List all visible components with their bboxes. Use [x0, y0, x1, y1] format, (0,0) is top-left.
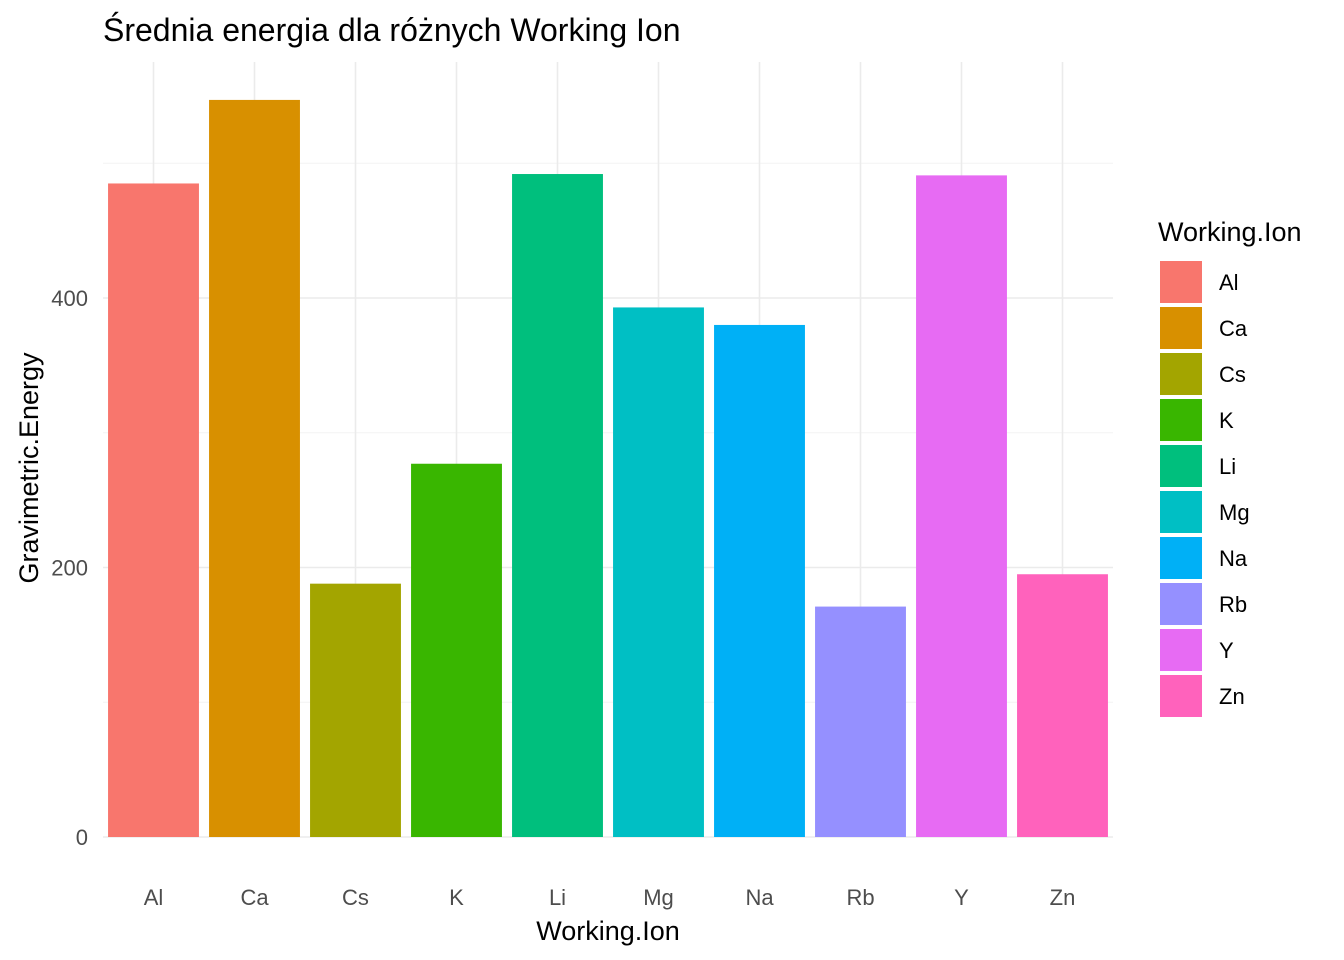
x-tick-label: Y [954, 885, 969, 910]
x-tick-label: Cs [342, 885, 369, 910]
legend-key-zn [1160, 675, 1202, 717]
bar-li [512, 174, 603, 837]
legend-key-na [1160, 537, 1202, 579]
y-tick-label: 400 [51, 286, 88, 311]
x-axis-title: Working.Ion [536, 916, 680, 946]
legend-key-k [1160, 399, 1202, 441]
bar-rb [815, 606, 906, 837]
legend-label-na: Na [1219, 546, 1248, 571]
chart-title: Średnia energia dla różnych Working Ion [103, 12, 681, 48]
x-axis-ticks: Al Ca Cs K Li Mg Na Rb Y Zn [144, 885, 1076, 910]
legend-title: Working.Ion [1158, 217, 1302, 247]
bar-y [916, 175, 1007, 837]
x-tick-label: K [449, 885, 464, 910]
legend-label-zn: Zn [1219, 684, 1245, 709]
legend: Working.Ion Al Ca Cs K Li Mg Na Rb Y Zn [1158, 217, 1302, 717]
legend-label-rb: Rb [1219, 592, 1247, 617]
legend-key-mg [1160, 491, 1202, 533]
legend-key-li [1160, 445, 1202, 487]
y-tick-label: 0 [76, 825, 88, 850]
bar-ca [209, 99, 300, 838]
legend-key-ca [1160, 307, 1202, 349]
bar-zn [1017, 574, 1108, 837]
legend-label-mg: Mg [1219, 500, 1250, 525]
legend-label-y: Y [1219, 638, 1234, 663]
legend-items: Al Ca Cs K Li Mg Na Rb Y Zn [1160, 261, 1250, 717]
legend-key-rb [1160, 583, 1202, 625]
y-axis-ticks: 0 200 400 [51, 286, 88, 850]
x-tick-label: Zn [1050, 885, 1076, 910]
bar-al [108, 183, 199, 837]
legend-label-cs: Cs [1219, 362, 1246, 387]
legend-key-al [1160, 261, 1202, 303]
x-tick-label: Al [144, 885, 164, 910]
bar-mg [613, 307, 704, 837]
x-tick-label: Li [549, 885, 566, 910]
bar-k [411, 463, 502, 837]
legend-label-al: Al [1219, 270, 1239, 295]
x-tick-label: Rb [846, 885, 874, 910]
x-tick-label: Ca [240, 885, 269, 910]
bar-na [714, 324, 805, 837]
y-tick-label: 200 [51, 556, 88, 581]
legend-key-cs [1160, 353, 1202, 395]
bars [108, 99, 1108, 838]
x-tick-label: Mg [643, 885, 674, 910]
x-tick-label: Na [745, 885, 774, 910]
legend-label-k: K [1219, 408, 1234, 433]
legend-label-ca: Ca [1219, 316, 1248, 341]
bar-cs [310, 583, 401, 837]
y-axis-title: Gravimetric.Energy [14, 352, 44, 584]
legend-key-y [1160, 629, 1202, 671]
legend-label-li: Li [1219, 454, 1236, 479]
